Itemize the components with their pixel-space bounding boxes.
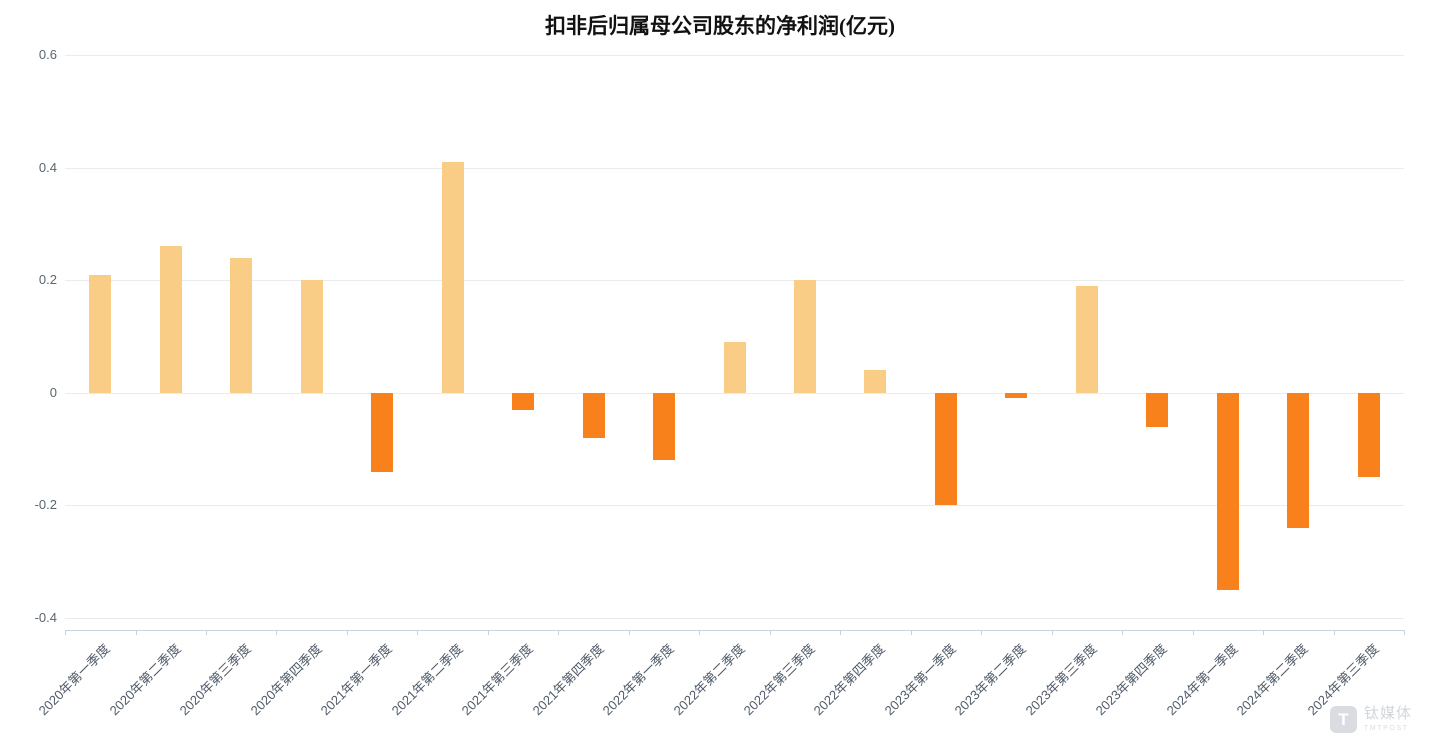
- x-axis-tick: [769, 630, 771, 635]
- bar[interactable]: [653, 392, 675, 461]
- bar[interactable]: [864, 370, 887, 393]
- x-axis-tick: [205, 630, 207, 635]
- x-axis-tick: [1122, 630, 1124, 635]
- x-axis-tick: [1333, 630, 1335, 635]
- bar[interactable]: [89, 274, 112, 393]
- x-axis-tick: [487, 630, 489, 635]
- x-axis-label: 2022年第二季度: [670, 641, 748, 719]
- x-axis-label: 2020年第三季度: [176, 641, 254, 719]
- watermark-text: 钛媒体 TMTPOST: [1364, 706, 1412, 732]
- x-axis-label: 2024年第一季度: [1163, 641, 1241, 719]
- x-axis-label: 2021年第四季度: [529, 641, 607, 719]
- x-axis-tick: [840, 630, 842, 635]
- gridline: [65, 167, 1404, 169]
- gridline: [65, 55, 1404, 56]
- x-axis-tick: [276, 630, 278, 635]
- bar[interactable]: [1287, 392, 1310, 528]
- y-axis-tick-label: -0.2: [34, 497, 57, 513]
- logo-letter: T: [1338, 709, 1349, 729]
- bar[interactable]: [159, 246, 182, 393]
- x-axis-label: 2023年第三季度: [1022, 641, 1100, 719]
- bar[interactable]: [371, 392, 394, 472]
- bar[interactable]: [582, 392, 605, 438]
- bar[interactable]: [300, 280, 323, 393]
- x-axis-label: 2021年第二季度: [388, 641, 466, 719]
- x-axis-label: 2023年第一季度: [881, 641, 959, 719]
- bar[interactable]: [1005, 392, 1028, 399]
- bar[interactable]: [1075, 285, 1098, 393]
- x-axis-label: 2021年第三季度: [458, 641, 536, 719]
- x-axis-label: 2024年第二季度: [1234, 641, 1312, 719]
- bar[interactable]: [1146, 392, 1169, 427]
- gridline: [65, 280, 1404, 282]
- x-axis-tick: [628, 630, 630, 635]
- x-axis-label: 2022年第四季度: [811, 641, 889, 719]
- x-axis-tick: [417, 630, 419, 635]
- x-axis-tick: [65, 630, 66, 635]
- y-axis-tick-label: 0.4: [38, 159, 57, 175]
- bar[interactable]: [723, 342, 746, 393]
- x-axis-tick: [1192, 630, 1194, 635]
- x-axis-tick: [699, 630, 701, 635]
- bar[interactable]: [512, 392, 535, 410]
- x-axis-label: 2020年第一季度: [35, 641, 113, 719]
- x-axis-tick: [135, 630, 137, 635]
- y-axis-tick-label: 0: [49, 384, 57, 400]
- x-axis-label: 2023年第二季度: [952, 641, 1030, 719]
- bar[interactable]: [230, 257, 253, 393]
- x-axis-label: 2023年第四季度: [1093, 641, 1171, 719]
- x-axis-tick: [346, 630, 348, 635]
- bar[interactable]: [1216, 392, 1239, 590]
- watermark-brand: 钛媒体: [1363, 705, 1412, 723]
- bar[interactable]: [794, 280, 816, 393]
- gridline: [65, 392, 1404, 394]
- tmtpost-logo-icon: T: [1329, 706, 1357, 733]
- x-axis-label: 2020年第四季度: [247, 641, 325, 719]
- bar[interactable]: [441, 162, 464, 393]
- plot-area: 2020年第一季度 2020年第二季度 2020年第三季度 2020年第四季度 2021…: [36, 55, 1405, 718]
- x-axis-tick: [1404, 630, 1405, 635]
- x-axis-tick: [1051, 630, 1053, 635]
- watermark-subtitle: TMTPOST: [1363, 724, 1409, 732]
- y-axis-tick-label: 0.6: [38, 47, 57, 62]
- bar[interactable]: [1357, 392, 1380, 478]
- x-axis-label: 2022年第一季度: [599, 641, 677, 719]
- x-axis-tick: [910, 630, 912, 635]
- x-axis-tick: [1263, 630, 1265, 635]
- gridline: [65, 618, 1404, 619]
- y-axis-tick-label: 0.2: [38, 272, 57, 288]
- bar[interactable]: [934, 392, 957, 506]
- watermark: T 钛媒体 TMTPOST: [1329, 706, 1412, 733]
- x-axis-tick: [981, 630, 983, 635]
- chart-title: 扣非后归属母公司股东的净利润(亿元): [545, 14, 895, 38]
- y-axis-tick-label: -0.4: [34, 610, 57, 625]
- gridline: [65, 505, 1404, 507]
- x-axis-label: 2020年第二季度: [106, 641, 184, 719]
- x-axis-label: 2022年第三季度: [740, 641, 818, 719]
- x-axis-tick: [558, 630, 560, 635]
- x-axis-label: 2021年第一季度: [317, 641, 395, 719]
